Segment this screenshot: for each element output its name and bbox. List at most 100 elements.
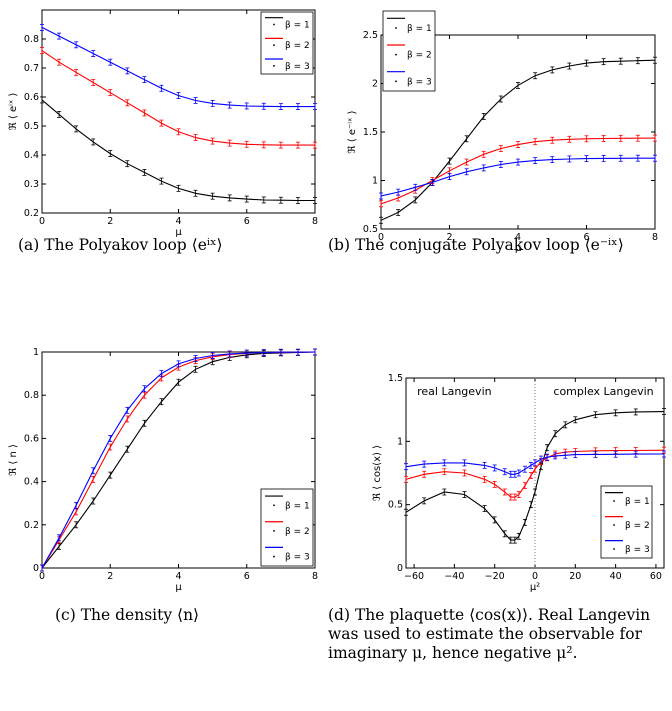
- y-tick-label: 2.5: [363, 30, 378, 41]
- annotation-real-langevin: real Langevin: [417, 385, 491, 398]
- legend-label: β = 3: [407, 77, 432, 87]
- x-tick-label: 4: [175, 571, 181, 582]
- legend: β = 1 β = 2 β = 3: [600, 485, 653, 559]
- legend-box: [260, 488, 314, 567]
- series-3: [40, 23, 317, 110]
- legend-point-swatch: [613, 548, 615, 550]
- legend-label: β = 2: [407, 51, 432, 61]
- caption-c-text: (c) The density ⟨n⟩: [55, 606, 200, 624]
- caption-d-text: (d) The plaquette ⟨cos(x)⟩. Real Langevi…: [328, 606, 651, 662]
- x-axis-label: μ: [175, 582, 182, 593]
- y-axis-label: ℜ ⟨ e⁻ⁱˣ ⟩: [347, 110, 358, 153]
- chart-a: 0 2 4 6 8 0.2 0.3 0.4 0.5 0.6 0.7 0.8 μ ℜ ⟨ eⁱˣ ⟩ β = …: [8, 9, 318, 238]
- y-tick-label: 0: [33, 563, 39, 574]
- legend: β = 1 β = 2 β = 3: [260, 11, 314, 75]
- series-line: [405, 449, 665, 498]
- x-tick-label: 2: [446, 232, 452, 243]
- chart-b: 0 2 4 6 80.511.522.5μℜ ⟨ e⁻ⁱˣ ⟩β = 1β = 2β =…: [347, 10, 658, 254]
- x-axis-label: μ: [175, 227, 182, 238]
- x-tick-label: 6: [244, 216, 250, 227]
- x-tick-label: −20: [485, 571, 505, 582]
- x-axis-label: μ: [515, 243, 522, 254]
- legend-point-swatch: [613, 500, 615, 502]
- x-tick-label: 20: [569, 571, 581, 582]
- x-tick-label: −40: [444, 571, 464, 582]
- legend-point-swatch: [613, 524, 615, 526]
- legend-point-swatch: [395, 27, 397, 29]
- caption-b: (b) The conjugate Polyakov loop ⟨e⁻ⁱˣ⟩: [328, 236, 668, 255]
- legend-point-swatch: [273, 64, 275, 67]
- y-tick-label: 0.6: [24, 92, 39, 103]
- x-tick-label: 0: [532, 571, 538, 582]
- legend-label: β = 1: [625, 497, 650, 507]
- series-line: [405, 411, 665, 541]
- legend-box: [600, 485, 653, 559]
- y-axis-label: ℜ ⟨ cos(x) ⟩: [372, 445, 383, 501]
- legend-label: β = 3: [285, 553, 310, 563]
- x-tick-label: 40: [610, 571, 622, 582]
- y-tick-label: 1.5: [363, 127, 378, 138]
- legend: β = 1 β = 2 β = 3: [382, 10, 436, 92]
- y-tick-label: 0.2: [24, 208, 39, 219]
- y-tick-label: 1.5: [388, 373, 403, 384]
- x-tick-label: 8: [312, 216, 318, 227]
- legend-box: [260, 11, 314, 75]
- legend-label: β = 2: [285, 41, 310, 51]
- x-tick-label: 6: [244, 571, 250, 582]
- series-1: [40, 96, 317, 204]
- x-tick-label: 0: [378, 232, 384, 243]
- legend-point-swatch: [395, 80, 397, 83]
- legend-point-swatch: [273, 44, 275, 47]
- y-tick-label: 0.5: [24, 121, 39, 132]
- y-tick-label: 0.8: [24, 34, 39, 45]
- caption-a-text: (a) The Polyakov loop ⟨eⁱˣ⟩: [18, 236, 223, 254]
- legend-point-swatch: [273, 23, 275, 26]
- caption-b-text: (b) The conjugate Polyakov loop ⟨e⁻ⁱˣ⟩: [328, 236, 624, 254]
- x-tick-label: 8: [312, 571, 318, 582]
- legend-point-swatch: [273, 555, 275, 558]
- legend-point-swatch: [273, 530, 275, 532]
- y-tick-label: 0.7: [24, 63, 39, 74]
- caption-a: (a) The Polyakov loop ⟨eⁱˣ⟩: [18, 236, 318, 255]
- y-tick-label: 2: [372, 79, 378, 90]
- x-tick-label: 4: [175, 216, 181, 227]
- y-axis-label: ℜ ⟨ n ⟩: [8, 444, 19, 476]
- y-axis-label: ℜ ⟨ eⁱˣ ⟩: [8, 92, 19, 130]
- y-tick-label: 0.6: [24, 433, 39, 444]
- series-3: [379, 154, 657, 200]
- series-3: [40, 348, 317, 572]
- series-2: [40, 47, 317, 149]
- x-axis-label: μ²: [530, 582, 540, 593]
- x-tick-label: 0: [39, 216, 45, 227]
- x-tick-label: 2: [107, 216, 113, 227]
- y-tick-label: 0: [397, 563, 403, 574]
- y-tick-label: 1: [397, 436, 403, 447]
- y-tick-label: 0.5: [363, 224, 378, 235]
- series-1: [404, 408, 666, 544]
- y-tick-label: 0.3: [24, 179, 39, 190]
- legend-label: β = 2: [285, 527, 310, 537]
- y-tick-label: 1: [372, 176, 378, 187]
- legend-label: β = 3: [625, 545, 650, 555]
- x-tick-label: 6: [583, 232, 589, 243]
- legend-point-swatch: [395, 53, 397, 56]
- caption-c: (c) The density ⟨n⟩: [55, 606, 315, 625]
- y-tick-label: 0.8: [24, 390, 39, 401]
- legend-box: [382, 10, 436, 92]
- legend-label: β = 1: [285, 501, 310, 511]
- x-tick-label: −60: [404, 571, 424, 582]
- annotation-complex-langevin: complex Langevin: [553, 385, 653, 398]
- legend-label: β = 1: [407, 24, 432, 34]
- y-tick-label: 0.4: [24, 150, 39, 161]
- y-tick-label: 0.2: [24, 520, 39, 531]
- x-tick-label: 0: [39, 571, 45, 582]
- y-tick-label: 0.4: [24, 477, 39, 488]
- chart-d: −60 −40 −20 0 20 40 60 0 0.5 1 1.5 μ² ℜ ⟨ cos(x) ⟩ re…: [372, 373, 666, 593]
- legend-label: β = 1: [285, 21, 310, 31]
- x-tick-label: 2: [107, 571, 113, 582]
- series-3: [404, 450, 666, 478]
- caption-d: (d) The plaquette ⟨cos(x)⟩. Real Langevi…: [328, 606, 666, 663]
- series-line: [405, 453, 665, 475]
